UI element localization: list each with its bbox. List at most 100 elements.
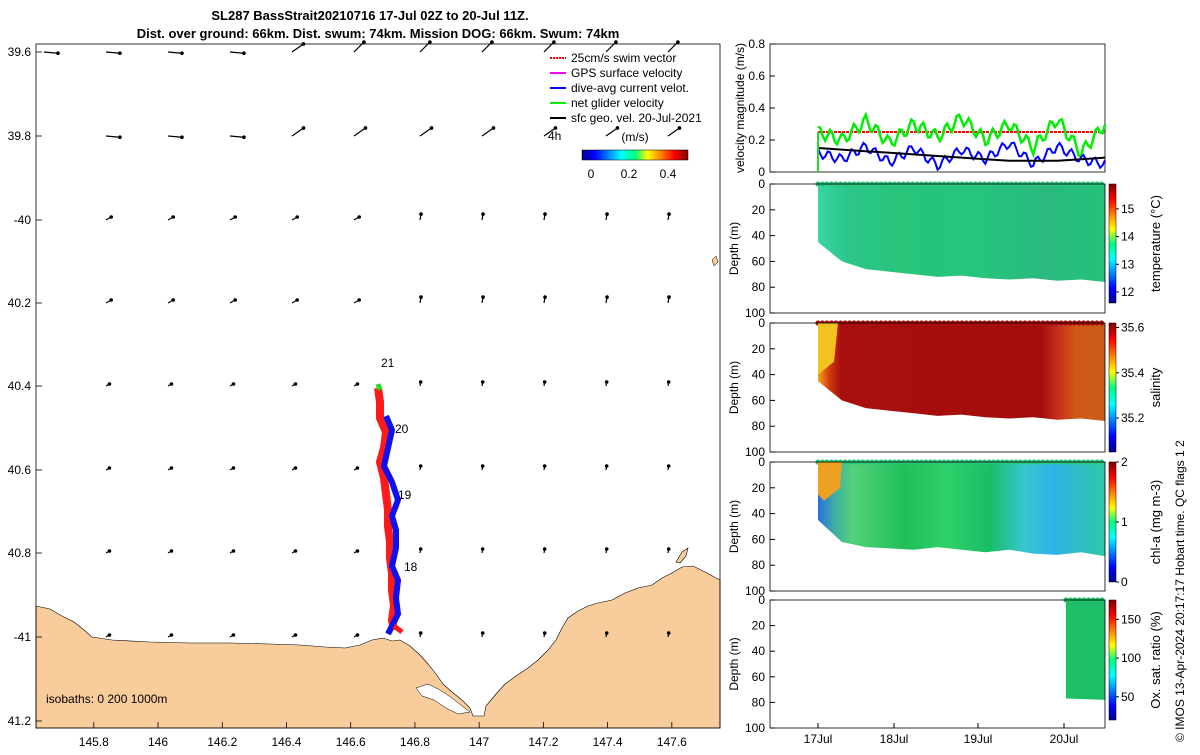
sfc-velocity-arrowhead [171,215,175,219]
map-ticks: 145.8 146 146.2 146.4 146.6 146.8 147 147.2 147.… [8,45,688,749]
oxygen-ytick-0: 0 [758,593,765,607]
map-ytick-8: 41.2 [8,714,32,728]
map-ytick-7: -41 [14,630,32,644]
chl-high-patch [818,462,842,501]
salinity-ytick-20: 20 [752,342,766,356]
sfc-velocity-arrowhead [418,547,423,551]
sfc-velocity-arrowhead [605,295,609,299]
speed-colorbar: (m/s) 0 0.2 0.4 [581,130,689,181]
map-ytick-2: -40 [14,213,32,227]
sfc-velocity-arrow [605,127,618,137]
sfc-velocity-arrowhead [233,298,237,302]
sfc-velocity-arrowhead [293,382,298,386]
sfc-velocity-arrowhead [480,380,485,384]
sfc-velocity-arrow [667,127,680,137]
velocity-series-3 [817,147,1106,162]
sfc-velocity-arrowhead [480,631,485,635]
oxygen-ytick-100: 100 [745,721,765,735]
salinity-fresh-patch [818,323,838,375]
sfc-velocity-arrowhead [429,126,434,130]
sfc-velocity-arrowhead [481,212,485,216]
day-label-20: 20 [395,422,409,436]
temperature-ytick-80: 80 [752,280,766,294]
sfc-velocity-arrowhead [295,215,299,219]
oxygen-ylabel: Depth (m) [727,637,741,690]
sfc-velocity-arrow [229,51,244,54]
sfc-velocity-arrowhead [109,298,113,302]
map-xtick-147.6: 147.6 [657,735,687,749]
sfc-velocity-arrowhead [428,40,432,44]
sfc-velocity-arrowhead [542,380,547,384]
vel-ytick-0.6: 0.6 [748,69,765,83]
sfc-velocity-arrowhead [56,51,60,56]
sfc-velocity-arrowhead [481,295,485,299]
section-panel-chlorophyll: 0 20 40 60 80 100 Depth (m) 0 1 2 chl-a (mg m-3) [727,455,1163,598]
sfc-velocity-arrowhead [357,298,361,302]
title-line-1: SL287 BassStrait20210716 17-Jul 02Z to 2… [211,8,528,23]
speed-colorbar-label: (m/s) [621,130,648,144]
salinity-ylabel: Depth (m) [727,361,741,414]
chlorophyll-ytick-20: 20 [752,481,766,495]
sfc-velocity-arrowhead [180,51,184,56]
vel-ytick-0.4: 0.4 [748,101,765,115]
sfc-velocity-arrow [43,51,58,54]
sfc-velocity-arrowhead [419,212,423,216]
isobaths-label: isobaths: 0 200 1000m [46,692,167,706]
date-tick-20Jul: 20Jul [1050,732,1079,746]
sfc-velocity-arrowhead [231,382,236,386]
coastline-land [35,565,721,729]
temperature-colorbar [1108,183,1117,304]
sfc-velocity-arrowhead [231,466,236,470]
sfc-velocity-arrow [543,127,556,137]
estuary [415,683,471,715]
temperature-cbtick-15: 15 [1121,202,1135,216]
sfc-velocity-arrowhead [490,40,494,44]
sfc-velocity-arrowhead [677,126,682,130]
footer-credit: © IMOS 13-Apr-2024 20:17:17 Hobart time.… [1173,440,1187,742]
map-ytick-1: 39.8 [8,129,32,143]
sfc-velocity-arrowhead [676,40,680,44]
speed-tick-0: 0 [588,167,595,181]
small-islet [711,255,719,267]
sfc-velocity-arrowhead [604,464,609,468]
section-panel-salinity: 0 20 40 60 80 100 Depth (m) 35.2 35.4 35.6 salinit… [727,316,1163,459]
oxygen-cbtick-150: 150 [1121,612,1141,626]
sfc-velocity-arrowhead [355,549,360,553]
sfc-velocity-arrowhead [666,631,671,635]
chlorophyll-ytick-100: 100 [745,584,765,598]
oxygen-ytick-40: 40 [752,644,766,658]
sfc-velocity-arrow [291,43,304,53]
sfc-velocity-arrowhead [543,295,547,299]
sfc-velocity-arrowhead [169,633,174,637]
date-tick-19Jul: 19Jul [964,732,993,746]
sfc-velocity-arrowhead [605,212,609,216]
map-ytick-0: 39.6 [8,45,32,59]
sfc-velocity-arrow [105,135,120,138]
sfc-velocity-arrowhead [355,633,360,637]
map-xtick-146.4: 146.4 [271,735,301,749]
map-xtick-147.4: 147.4 [593,735,623,749]
oxygen-ytick-20: 20 [752,619,766,633]
legend-item-0: 25cm/s swim vector [571,51,676,65]
sfc-velocity-arrowhead [666,547,671,551]
salinity-ytick-100: 100 [745,445,765,459]
salinity-colorbar [1108,322,1117,453]
legend-item-4: sfc geo. vel. 20-Jul-2021 [571,111,702,125]
sfc-velocity-arrowhead [362,40,366,44]
map-ytick-3: 40.2 [8,296,32,310]
sfc-velocity-arrowhead [418,464,423,468]
sfc-velocity-arrowhead [169,466,174,470]
salinity-cbtick-35.4: 35.4 [1121,366,1145,380]
sfc-velocity-arrowhead [107,549,112,553]
sfc-velocity-arrowhead [604,631,609,635]
map-xtick-146: 146 [148,735,168,749]
section-panel-temperature: 0 20 40 60 80 100 Depth (m) 12 13 14 15 temperature… [727,177,1163,320]
oxygen-cbtick-100: 100 [1121,651,1141,665]
velocity-ylabel: velocity magnitude (m/s) [733,43,747,173]
sfc-velocity-arrowhead [542,464,547,468]
temperature-ytick-100: 100 [745,306,765,320]
legend-4h: 4h [548,129,561,143]
sfc-velocity-arrow [167,135,182,138]
